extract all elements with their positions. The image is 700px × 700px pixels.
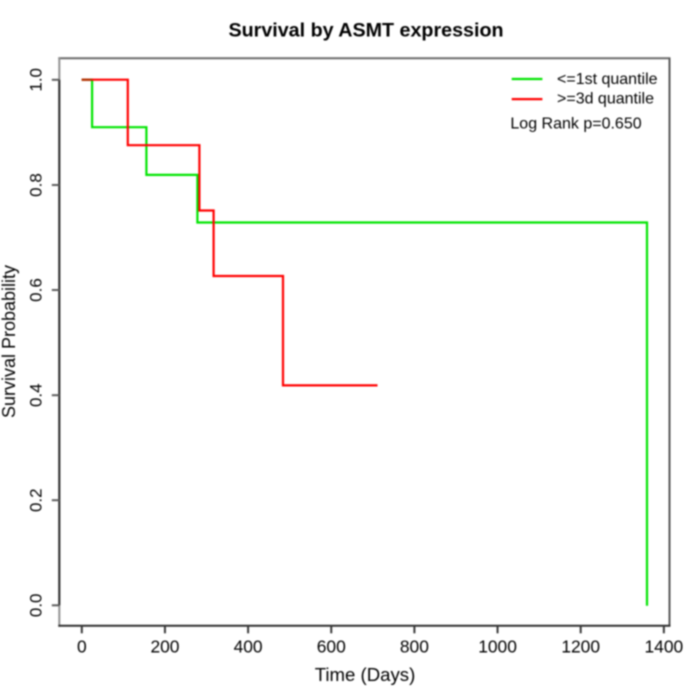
svg-text:1200: 1200 [561,636,600,656]
svg-text:600: 600 [317,636,346,656]
svg-text:0.8: 0.8 [27,173,46,197]
svg-text:400: 400 [234,636,263,656]
svg-text:Log Rank p=0.650: Log Rank p=0.650 [510,115,641,132]
svg-text:Time (Days): Time (Days) [315,664,416,685]
svg-text:1000: 1000 [478,636,517,656]
svg-text:0.6: 0.6 [27,278,46,302]
svg-text:>=3d quantile: >=3d quantile [557,91,654,108]
svg-text:Survival by ASMT expression: Survival by ASMT expression [229,19,504,41]
svg-text:0.4: 0.4 [27,383,46,407]
svg-text:1400: 1400 [645,636,684,656]
svg-text:0.0: 0.0 [27,593,46,617]
svg-text:1.0: 1.0 [27,68,46,92]
svg-text:<=1st quantile: <=1st quantile [557,71,658,88]
svg-text:0.2: 0.2 [27,488,46,512]
svg-text:Survival Probability: Survival Probability [0,265,19,418]
svg-text:0: 0 [77,636,87,656]
svg-text:200: 200 [150,636,179,656]
svg-text:800: 800 [400,636,429,656]
